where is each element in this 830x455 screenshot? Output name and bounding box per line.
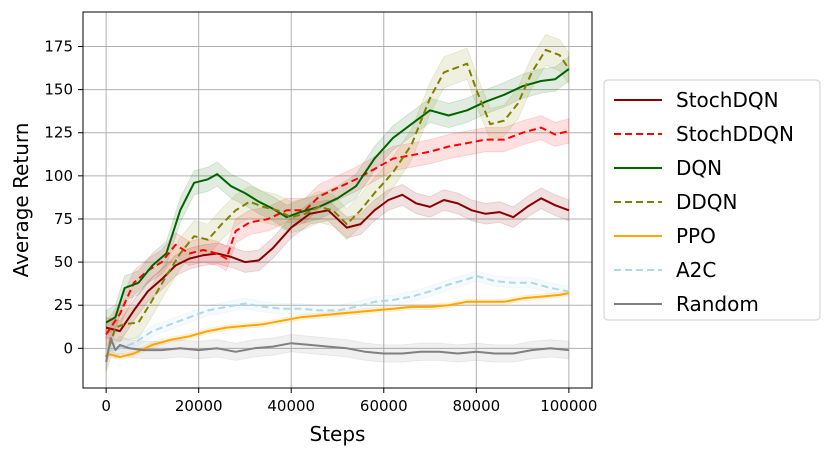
legend-label: StochDDQN xyxy=(676,122,794,146)
legend-item-stochdqn: StochDQN xyxy=(614,88,779,112)
y-tick-label: 50 xyxy=(54,253,73,271)
legend-item-dqn: DQN xyxy=(614,156,722,180)
y-tick-label: 75 xyxy=(54,210,73,228)
series-line-stochdqn xyxy=(105,193,570,333)
y-tick-label: 100 xyxy=(44,167,73,185)
x-tick-label: 60000 xyxy=(360,397,408,415)
legend-item-random: Random xyxy=(614,292,759,316)
x-tick-label: 100000 xyxy=(540,397,597,415)
y-tick-label: 25 xyxy=(54,296,73,314)
x-axis-label: Steps xyxy=(310,422,366,446)
legend: StochDQN StochDDQN DQN DDQN PPO A2C Random xyxy=(603,79,821,321)
legend-label: StochDQN xyxy=(676,88,779,112)
x-tick-label: 40000 xyxy=(267,397,315,415)
x-tick-label: 80000 xyxy=(452,397,500,415)
series-line-random xyxy=(105,337,569,363)
ticks: 0 20000 40000 60000 80000 100000 0 25 50 75 100 125… xyxy=(44,37,597,415)
series-line-ddqn xyxy=(105,48,570,358)
series-line-ppo xyxy=(105,292,570,358)
legend-label: Random xyxy=(676,292,759,316)
series-line-a2c xyxy=(105,274,570,353)
band-ddqn xyxy=(105,33,570,373)
y-tick-label: 175 xyxy=(44,37,73,55)
legend-label: DQN xyxy=(676,156,722,180)
x-tick-label: 20000 xyxy=(175,397,223,415)
legend-item-stochddqn: StochDDQN xyxy=(614,122,794,146)
band-stochddqn xyxy=(105,115,570,348)
legend-item-a2c: A2C xyxy=(614,258,716,282)
x-tick-label: 0 xyxy=(101,397,111,415)
legend-label: PPO xyxy=(676,224,716,248)
band-dqn xyxy=(105,56,570,336)
legend-item-ddqn: DDQN xyxy=(614,190,738,214)
series-line-dqn xyxy=(105,68,570,324)
y-tick-label: 0 xyxy=(63,339,73,357)
legend-item-ppo: PPO xyxy=(614,224,716,248)
series-line-stochddqn xyxy=(105,126,570,336)
y-tick-label: 150 xyxy=(44,81,73,99)
plot-frame xyxy=(82,11,593,389)
y-axis-label: Average Return xyxy=(9,123,33,278)
series-lines xyxy=(105,48,570,363)
y-tick-label: 125 xyxy=(44,124,73,142)
legend-box xyxy=(603,79,821,321)
band-random xyxy=(105,327,570,371)
legend-label: DDQN xyxy=(676,190,738,214)
legend-label: A2C xyxy=(676,258,716,282)
confidence-bands xyxy=(105,33,570,373)
grid xyxy=(83,12,592,388)
